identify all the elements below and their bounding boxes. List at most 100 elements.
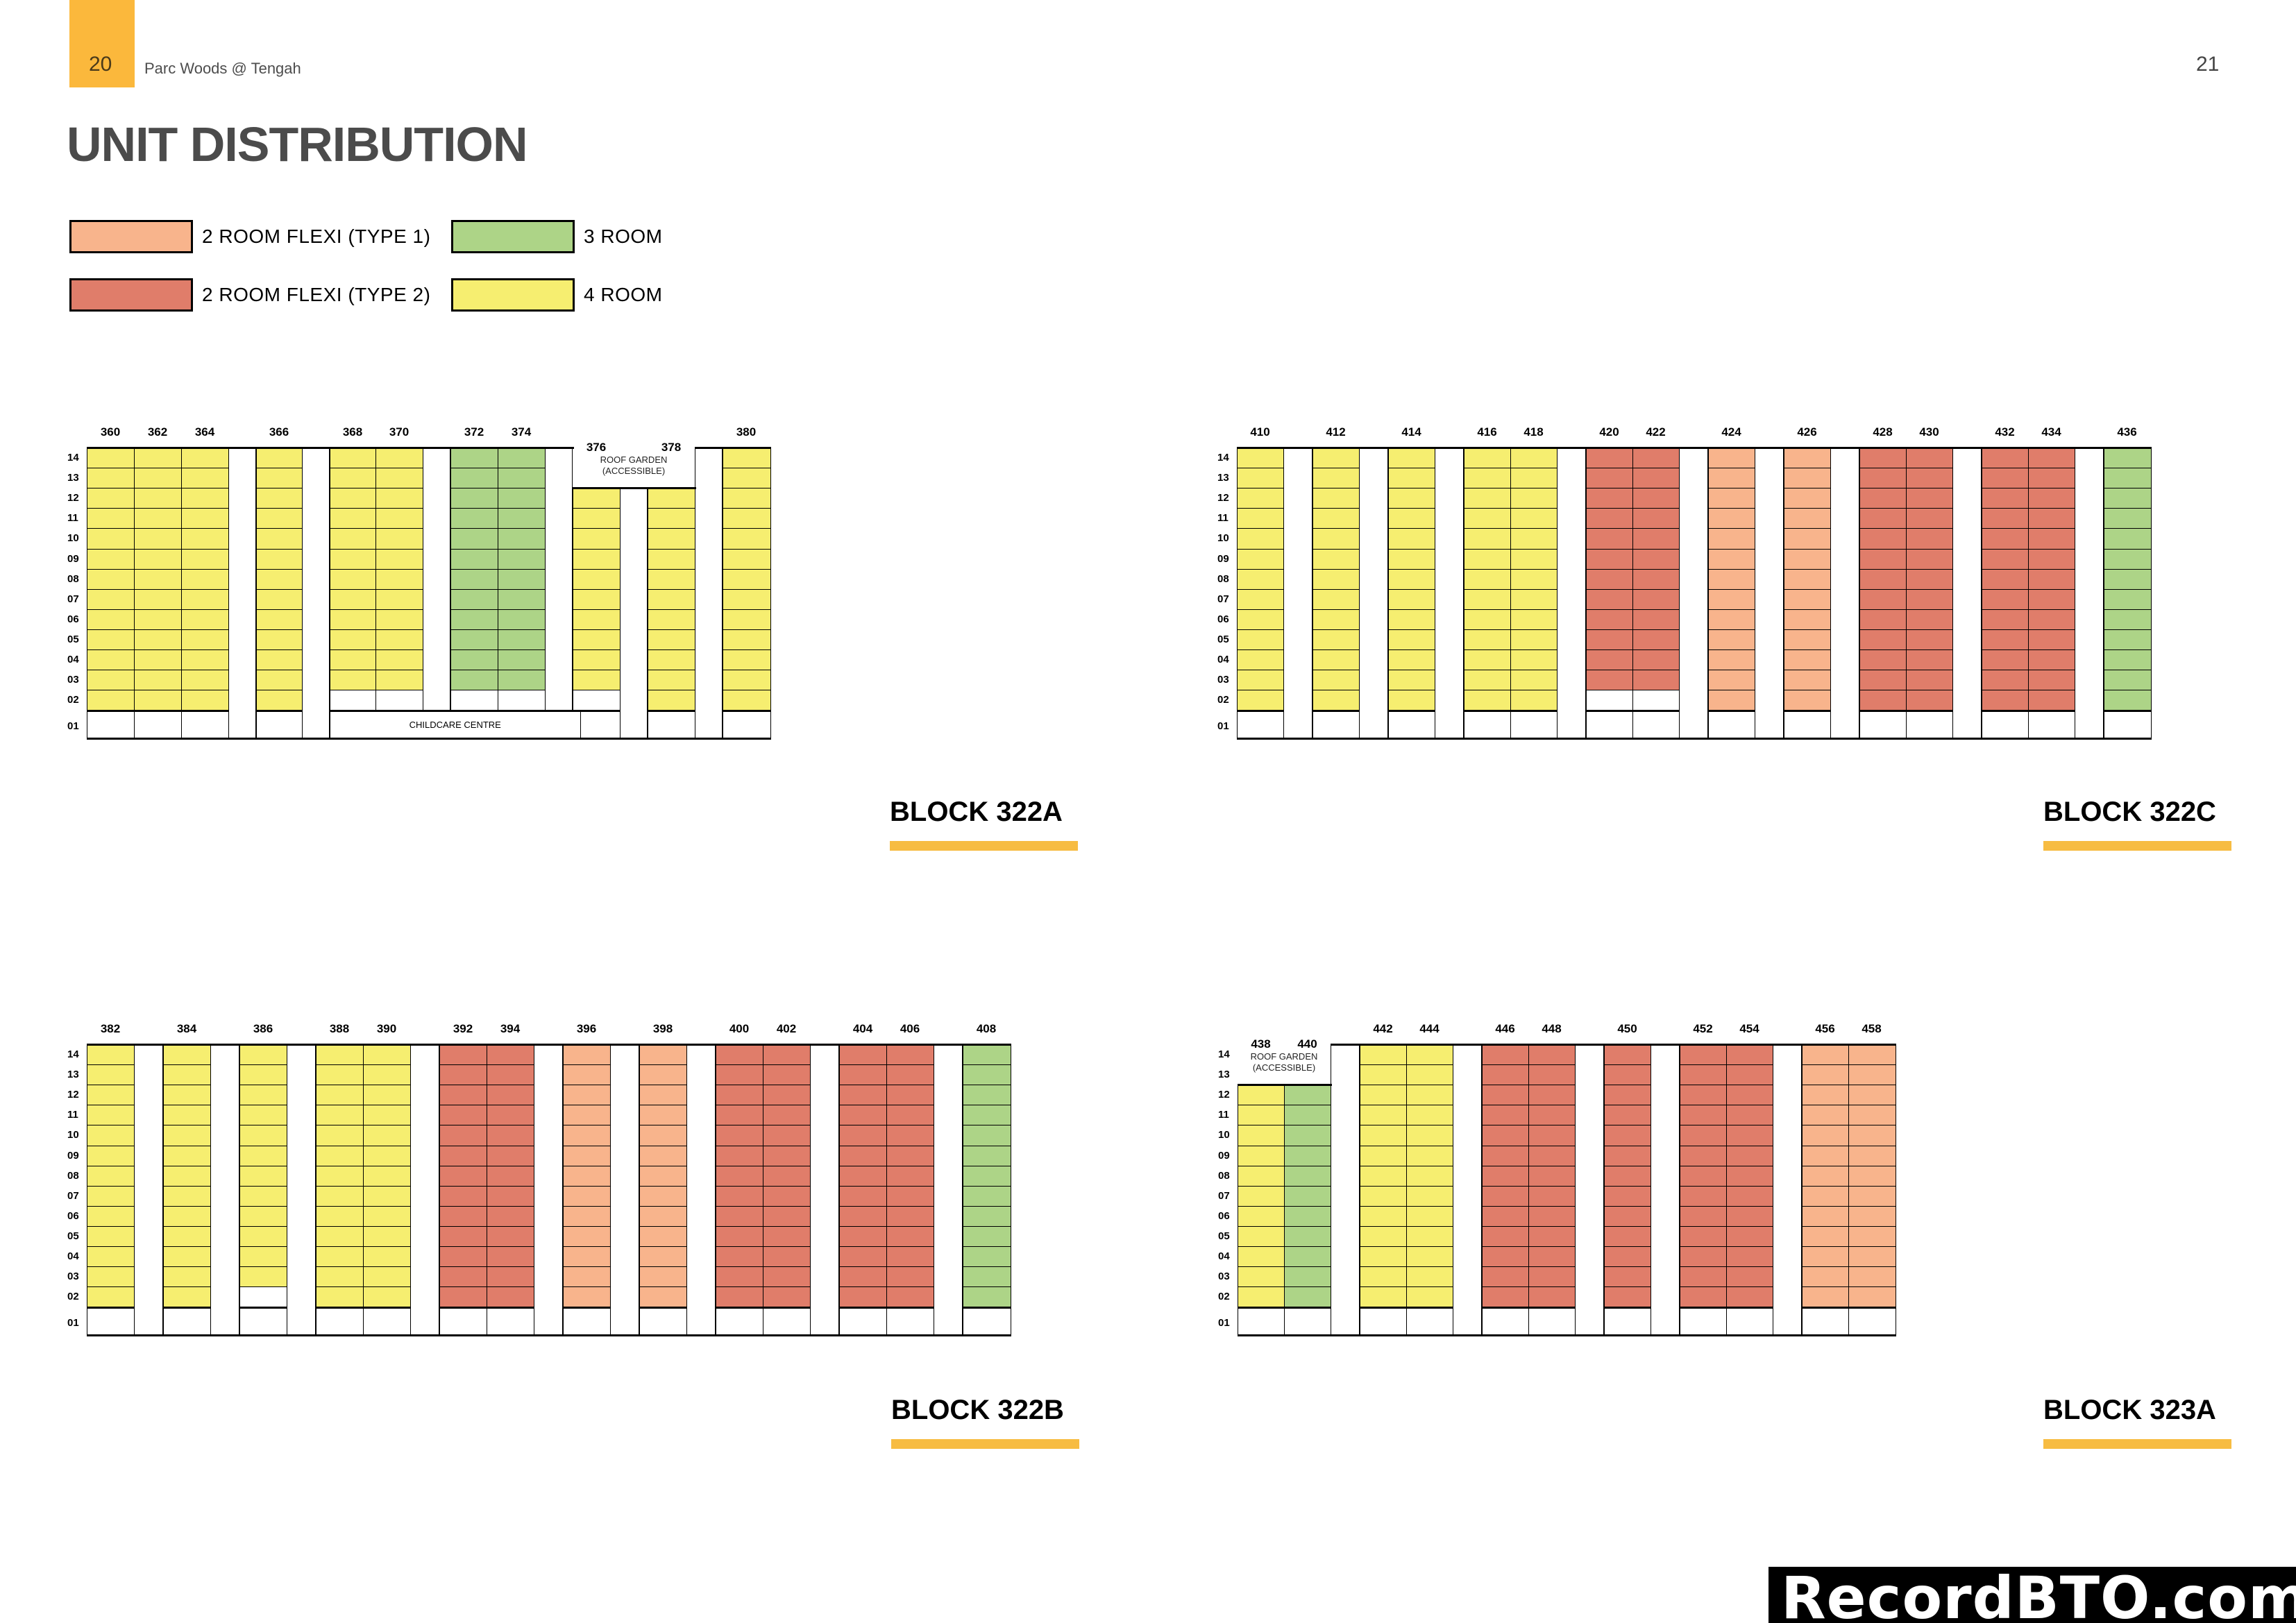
unit-cell: [1528, 1286, 1576, 1308]
unit-cell: [487, 1286, 535, 1308]
unit-cell: [1464, 649, 1512, 671]
roof-line: [1406, 1044, 1454, 1046]
unit-cell: [256, 670, 303, 691]
unit-cell: [1238, 1286, 1285, 1308]
unit-cell: [181, 508, 230, 529]
legend-swatch: [69, 220, 193, 253]
unit-cell: [316, 1286, 364, 1308]
corridor: [210, 1044, 239, 1336]
unit-cell: [639, 1064, 688, 1086]
unit-cell: [1388, 488, 1436, 509]
unit-cell: [723, 609, 771, 631]
unit-cell: [316, 1185, 364, 1207]
unit-cell: [963, 1085, 1011, 1106]
unit-cell: [450, 690, 499, 711]
unit-cell: [163, 1165, 212, 1187]
ground-floor-cell: [580, 710, 621, 739]
unit-cell: [1482, 1085, 1530, 1106]
unit-cell: [498, 468, 546, 489]
unit-cell: [439, 1266, 488, 1288]
unit-cell: [1237, 508, 1285, 529]
unit-cell: [316, 1105, 364, 1126]
unit-cell: [1906, 670, 1954, 691]
unit-cell: [330, 588, 377, 611]
unit-cell: [886, 1044, 935, 1066]
unit-cell: [1859, 629, 1907, 651]
unit-cell: [648, 528, 696, 550]
unit-cell: [1482, 1165, 1530, 1187]
ground-floor-cell: [2104, 710, 2152, 739]
unit-cell: [450, 508, 499, 529]
unit-cell: [1238, 1165, 1285, 1187]
unit-cell: [134, 528, 183, 550]
roof-line: [181, 447, 230, 449]
unit-cell: [1784, 588, 1832, 611]
unit-cell: [639, 1286, 688, 1308]
unit-cell: [439, 1105, 488, 1126]
unit-cell: [573, 649, 621, 671]
unit-cell: [1388, 609, 1436, 631]
roof-line: [1848, 1044, 1896, 1046]
unit-stack-label: 426: [1797, 425, 1817, 439]
unit-cell: [1680, 1266, 1728, 1288]
watermark: RecordBTO.com: [1769, 1567, 2296, 1623]
roof-line: [1859, 447, 1907, 449]
unit-cell: [375, 448, 424, 469]
unit-cell: [134, 468, 183, 489]
unit-cell: [256, 508, 303, 529]
unit-stack-label: 408: [976, 1022, 997, 1035]
roof-line: [1464, 447, 1512, 449]
unit-cell: [316, 1205, 364, 1227]
unit-cell: [375, 508, 424, 529]
unit-cell: [1680, 1085, 1728, 1106]
roof-line: [886, 1044, 935, 1046]
roof-line: [239, 1044, 288, 1046]
ground-line: [1238, 1334, 1896, 1337]
unit-cell: [363, 1044, 412, 1066]
unit-cell: [1680, 1044, 1728, 1066]
unit-cell: [563, 1044, 611, 1066]
unit-stack-label: 458: [1862, 1022, 1882, 1035]
unit-cell: [1237, 568, 1285, 590]
unit-cell: [573, 609, 621, 631]
floor-label: 07: [1218, 1189, 1230, 1202]
block-title: BLOCK 323A: [2043, 1395, 2216, 1425]
unit-cell: [639, 1205, 688, 1227]
unit-cell: [2104, 609, 2152, 631]
unit-cell: [375, 468, 424, 489]
corridor: [610, 1044, 639, 1336]
unit-cell: [450, 548, 499, 570]
roof-line: [963, 1044, 1011, 1046]
unit-stack-label: 372: [464, 425, 484, 439]
roof-line: [1982, 447, 2029, 449]
unit-cell: [87, 1286, 135, 1308]
unit-cell: [1482, 1286, 1530, 1308]
unit-cell: [1604, 1246, 1652, 1268]
unit-cell: [1632, 649, 1680, 671]
unit-stack-label: 370: [389, 425, 410, 439]
unit-cell: [1312, 448, 1360, 469]
ground-floor-cell: [648, 710, 696, 739]
roof-line: [163, 1044, 212, 1046]
unit-cell: [1848, 1185, 1896, 1207]
unit-cell: [1284, 1185, 1332, 1207]
unit-cell: [1726, 1145, 1774, 1167]
unit-cell: [1586, 548, 1634, 570]
roof-line: [1312, 447, 1360, 449]
unit-cell: [1284, 1145, 1332, 1167]
floor-label: 05: [1217, 633, 1229, 645]
unit-cell: [1360, 1205, 1408, 1227]
unit-cell: [1482, 1064, 1530, 1086]
unit-cell: [2028, 649, 2076, 671]
corridor: [1575, 1044, 1604, 1336]
roof-line: [1708, 447, 1756, 449]
unit-cell: [375, 670, 424, 691]
unit-cell: [1802, 1064, 1850, 1086]
corridor: [620, 488, 648, 739]
unit-cell: [1848, 1225, 1896, 1248]
floor-label: 01: [1218, 1317, 1230, 1329]
unit-cell: [1464, 609, 1512, 631]
corridor: [1651, 1044, 1680, 1336]
unit-cell: [363, 1145, 412, 1167]
roof-line: [1604, 1044, 1652, 1046]
